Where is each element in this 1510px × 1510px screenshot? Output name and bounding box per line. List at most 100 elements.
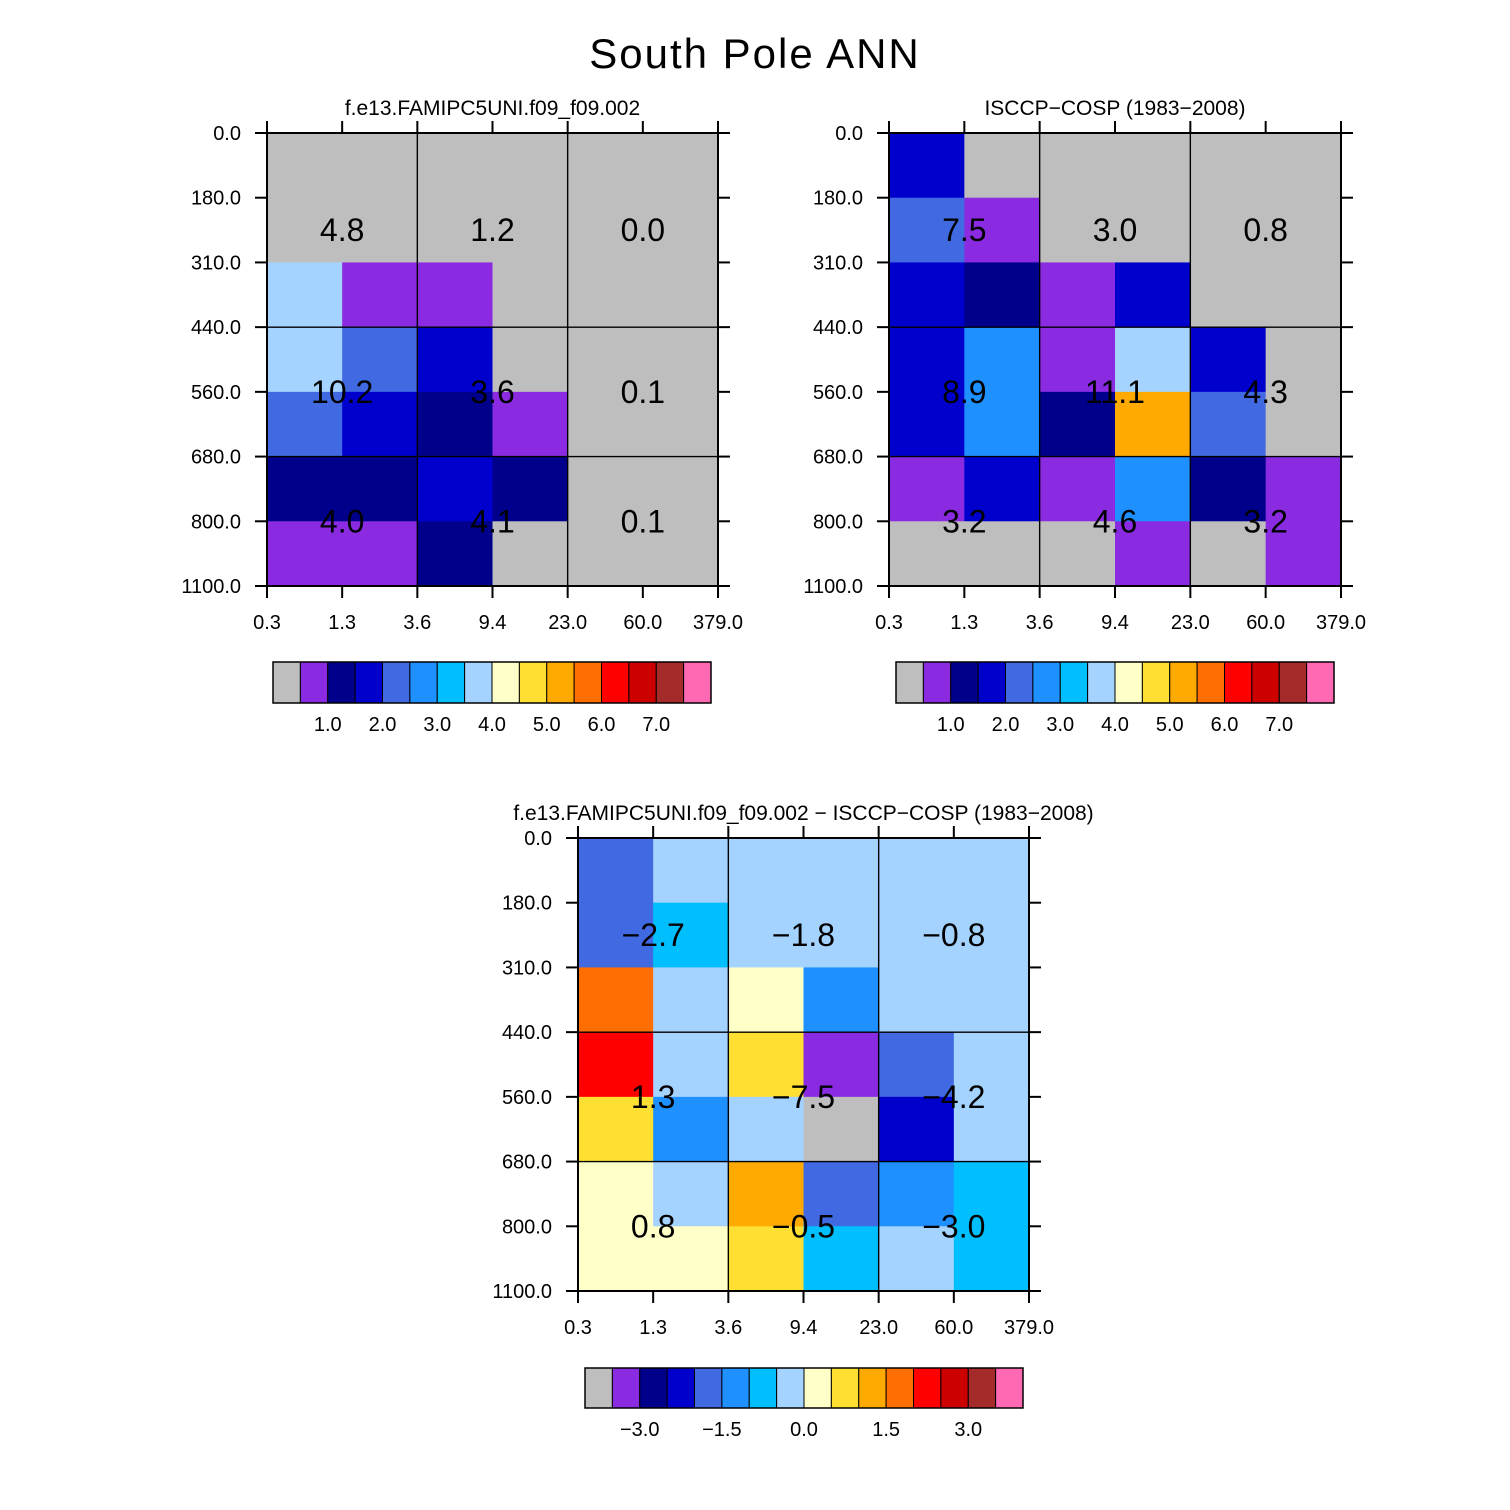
colorbar-label: 7.0 — [1265, 714, 1293, 736]
heatmap-cell — [964, 456, 1041, 522]
colorbar-swatch — [1059, 661, 1089, 704]
heatmap-cell — [1265, 456, 1342, 522]
heatmap-cell — [578, 1161, 654, 1227]
heatmap-cell — [342, 456, 418, 522]
heatmap-cell — [417, 197, 493, 263]
heatmap-cell — [1115, 262, 1191, 328]
box-value-label: 0.8 — [631, 1208, 675, 1244]
x-tick-label: 3.6 — [714, 1317, 742, 1339]
heatmap-cell — [889, 391, 965, 458]
heatmap-cell — [417, 262, 493, 328]
heatmap-cell — [1190, 456, 1267, 522]
heatmap-cell — [1115, 521, 1191, 587]
x-tick-label: 0.3 — [564, 1317, 592, 1339]
page-title: South Pole ANN — [589, 30, 921, 77]
colorbar-swatch — [464, 661, 493, 704]
heatmap-cell — [889, 133, 965, 199]
heatmap-cell — [728, 902, 804, 968]
heatmap-cell — [1190, 133, 1267, 199]
heatmap-cell — [878, 902, 955, 968]
x-tick-label: 1.3 — [950, 612, 978, 634]
colorbar-label: 2.0 — [369, 714, 397, 736]
colorbar-label: 3.0 — [1046, 714, 1074, 736]
heatmap-cell — [267, 133, 343, 199]
heatmap-cell — [642, 197, 719, 263]
heatmap-cell — [803, 967, 880, 1033]
y-tick-label: 800.0 — [191, 511, 241, 533]
heatmap-cell — [1039, 133, 1116, 199]
heatmap-cell — [1039, 391, 1116, 458]
heatmap-cell — [1265, 391, 1342, 458]
box-value-label: 3.2 — [1243, 503, 1287, 539]
heatmap-cell — [642, 521, 719, 587]
heatmap-cell — [728, 1161, 804, 1227]
heatmap-cell — [567, 197, 644, 263]
x-tick-label: 9.4 — [1101, 612, 1129, 634]
colorbar-swatch — [628, 661, 657, 704]
heatmap-cell — [267, 327, 343, 393]
heatmap-cell — [642, 456, 719, 522]
x-tick-label: 60.0 — [623, 612, 662, 634]
x-tick-label: 23.0 — [548, 612, 587, 634]
heatmap-cell — [342, 262, 418, 328]
box-value-label: 0.8 — [1243, 212, 1287, 248]
box-value-label: −4.2 — [922, 1079, 985, 1115]
colorbar-swatch — [409, 661, 438, 704]
colorbar-label: −1.5 — [702, 1419, 741, 1441]
heatmap-cell — [1265, 521, 1342, 587]
x-tick-label: 9.4 — [479, 612, 507, 634]
colorbar-swatch — [683, 661, 712, 704]
colorbar-swatch — [546, 661, 575, 704]
colorbar-label: 7.0 — [642, 714, 670, 736]
heatmap-cell — [803, 1032, 880, 1098]
box-value-label: 3.2 — [942, 503, 986, 539]
heatmap-cell — [878, 1032, 955, 1098]
panel-title: f.e13.FAMIPC5UNI.f09_f09.002 — [345, 97, 640, 120]
x-tick-label: 0.3 — [875, 612, 903, 634]
colorbar-swatch — [1005, 661, 1034, 704]
colorbar-label: 4.0 — [478, 714, 506, 736]
y-tick-label: 800.0 — [813, 511, 863, 533]
heatmap-cell — [878, 1096, 955, 1163]
colorbar-swatch — [1032, 661, 1061, 704]
heatmap-cell — [1265, 262, 1342, 328]
colorbar-label: 0.0 — [790, 1419, 818, 1441]
heatmap-cell — [1039, 456, 1116, 522]
colorbar-swatch — [1306, 661, 1335, 704]
panel-title: ISCCP−COSP (1983−2008) — [984, 97, 1245, 120]
colorbar-swatch — [1224, 661, 1253, 704]
heatmap-cell — [1115, 456, 1191, 522]
heatmap-cell — [417, 133, 493, 199]
y-tick-label: 1100.0 — [181, 576, 241, 598]
heatmap-cell — [964, 521, 1041, 587]
heatmap-cell — [1039, 327, 1116, 393]
heatmap-cell — [1039, 262, 1116, 328]
heatmap-cell — [964, 391, 1041, 458]
heatmap-cell — [889, 456, 965, 522]
heatmap-cell — [567, 262, 644, 328]
box-value-label: 4.1 — [470, 503, 514, 539]
colorbar-swatch — [382, 661, 411, 704]
colorbar-frame — [272, 661, 712, 704]
box-value-label: 3.6 — [470, 374, 514, 410]
heatmap-cell — [1190, 327, 1267, 393]
box-value-label: −2.7 — [622, 917, 685, 953]
heatmap-cell — [1265, 133, 1342, 199]
heatmap-cell — [417, 391, 493, 458]
heatmap-cell — [878, 838, 955, 904]
colorbar-swatch — [995, 1367, 1024, 1409]
heatmap-cell — [964, 197, 1041, 263]
heatmap-cell — [953, 1032, 1030, 1098]
box-value-label: 4.3 — [1243, 374, 1287, 410]
box-value-label: −1.8 — [772, 917, 835, 953]
heatmap-cell — [803, 1096, 880, 1163]
heatmap-cell — [1190, 521, 1267, 587]
heatmap-cell — [964, 262, 1041, 328]
colorbar-swatch — [1251, 661, 1280, 704]
panel-model: f.e13.FAMIPC5UNI.f09_f09.002 0.0 180.0 310.… — [181, 97, 743, 736]
heatmap-cell — [1115, 197, 1191, 263]
colorbar-swatch — [666, 1367, 695, 1409]
heatmap-cell — [267, 456, 343, 522]
box-value-label: −7.5 — [772, 1079, 835, 1115]
box-value-label: 0.1 — [621, 503, 665, 539]
